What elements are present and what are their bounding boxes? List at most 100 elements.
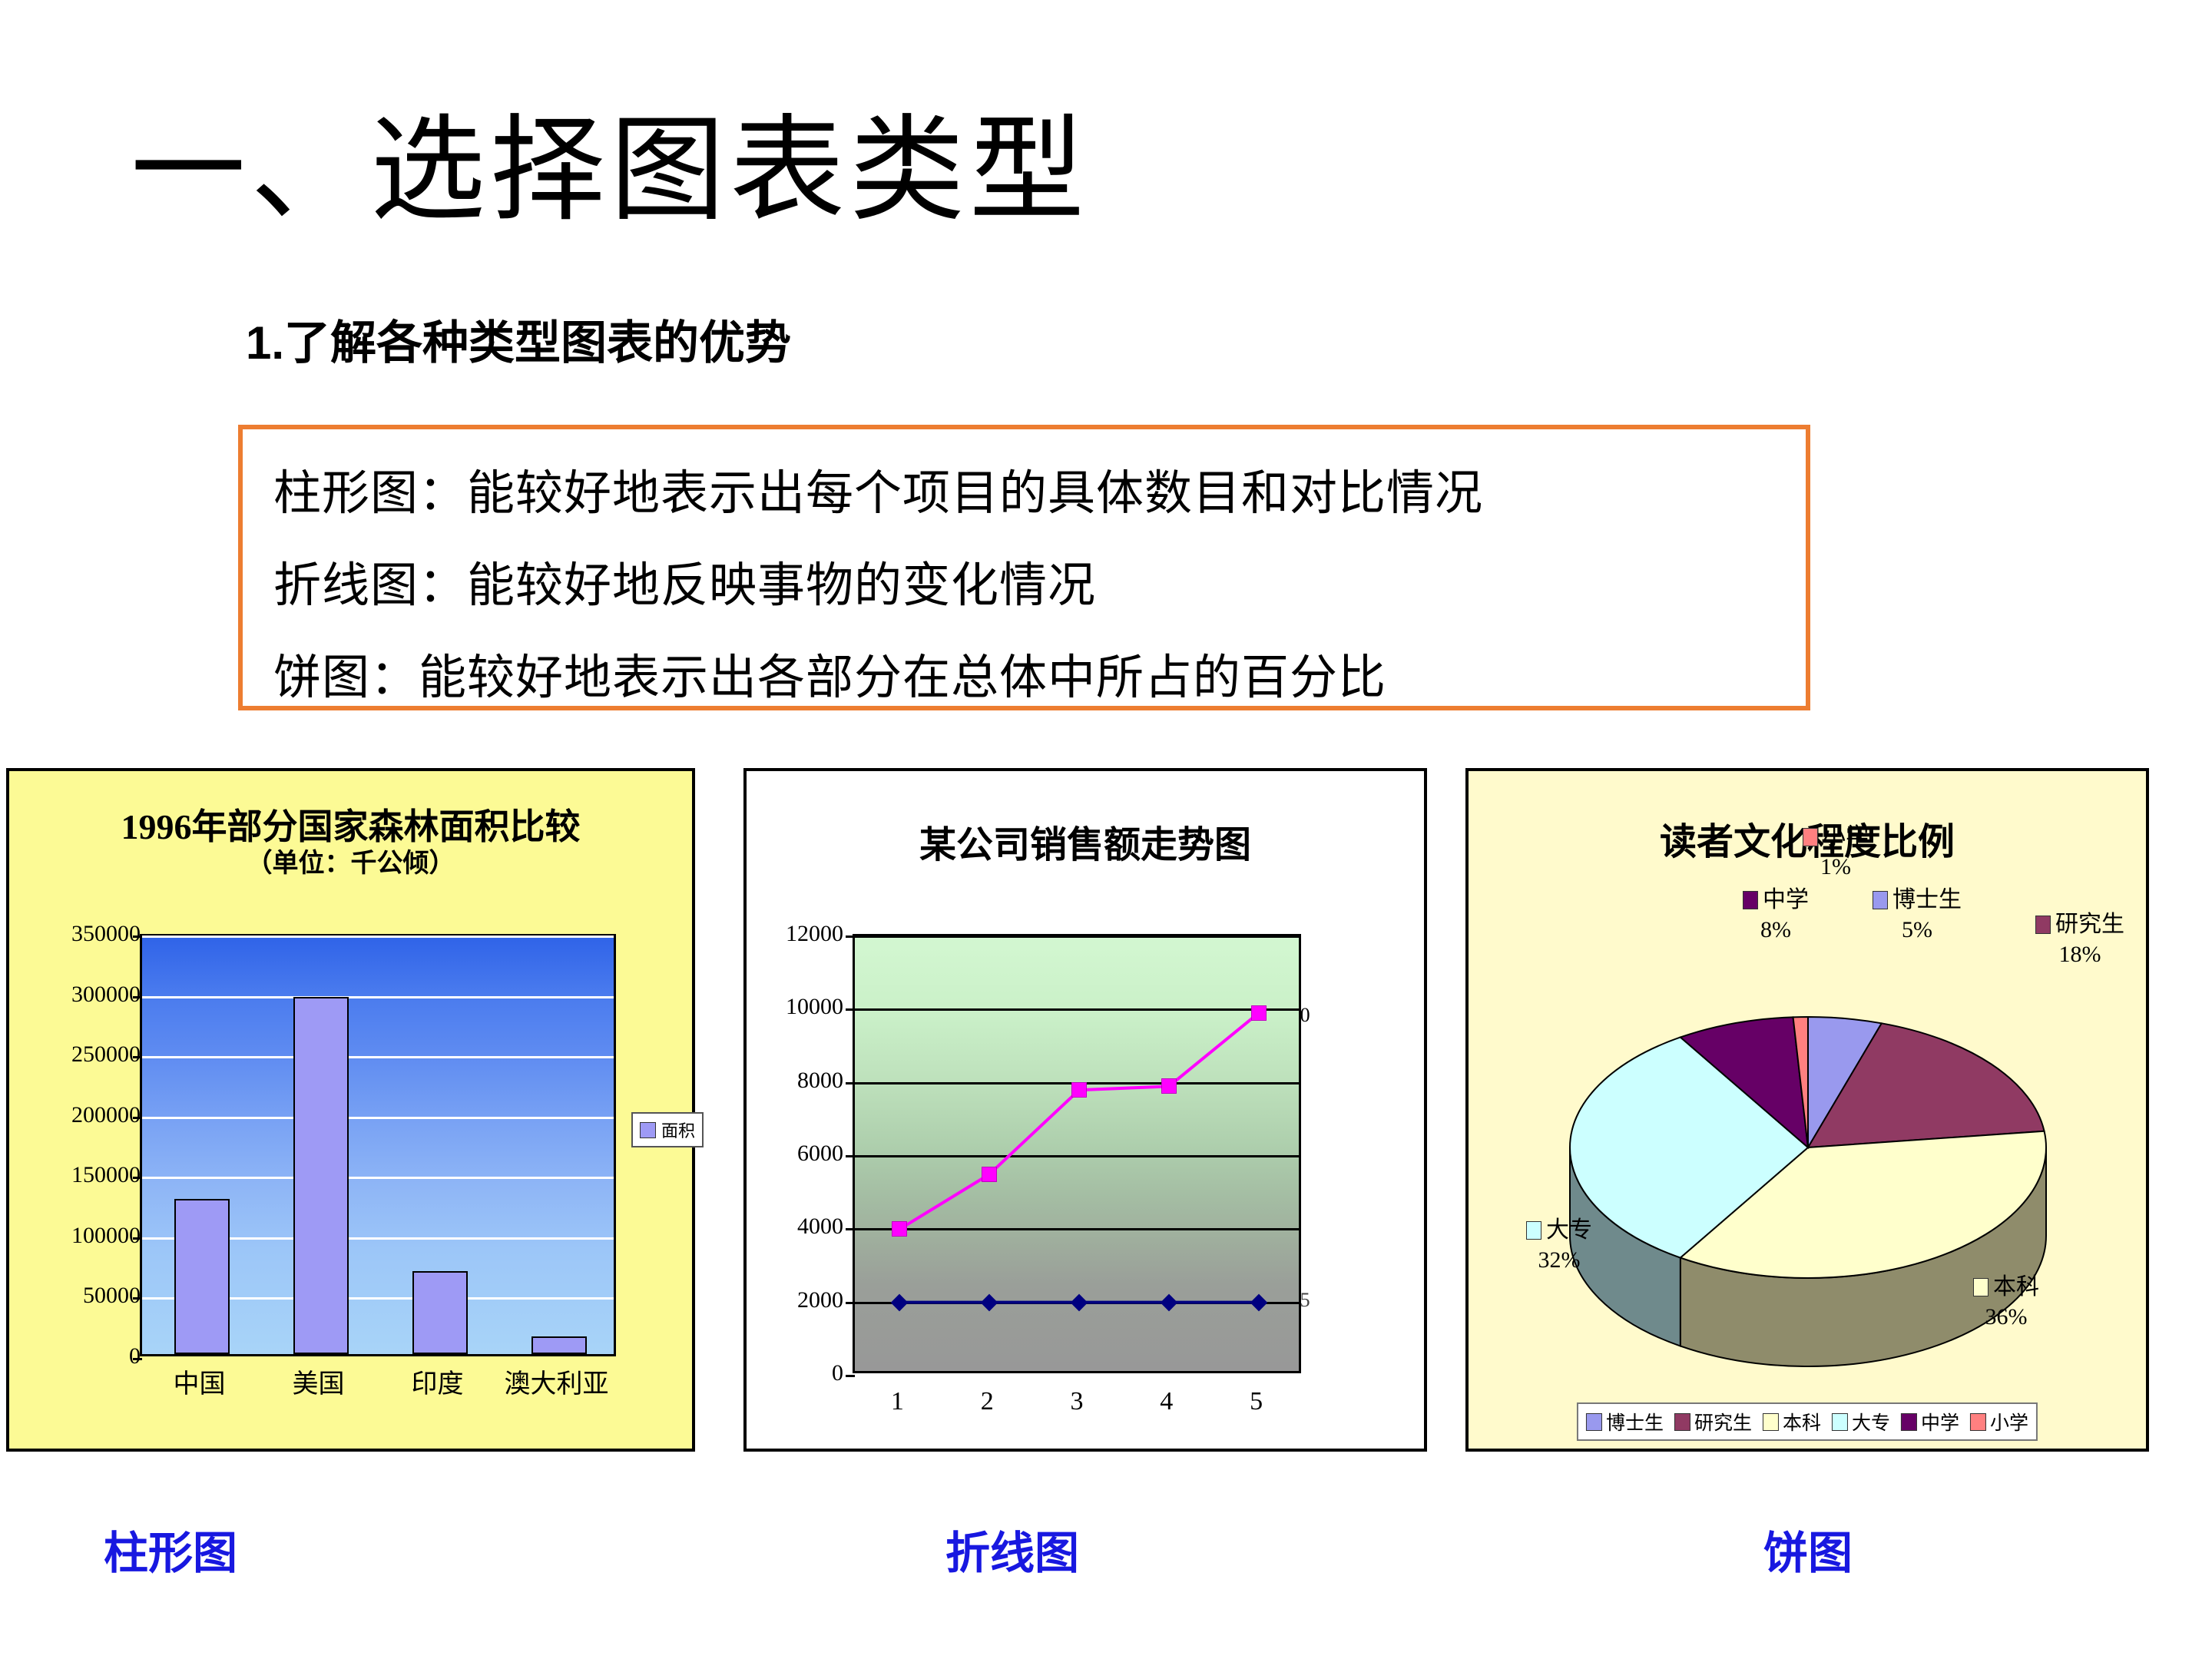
pie-slice (1792, 1015, 1809, 1148)
legend-swatch-icon (1762, 1412, 1779, 1431)
line-xtick-label: 3 (1070, 1387, 1084, 1416)
bar-axis-tick (133, 1116, 142, 1119)
bar-column (174, 1198, 230, 1354)
legend-swatch-icon (1832, 1412, 1848, 1431)
pie-slice-callout: 中学 8% (1743, 885, 1809, 945)
pie-slice-callout: 博士生 5% (1873, 885, 1962, 945)
pie-callout-percent: 8% (1760, 917, 1791, 942)
line-ytick-label: 4000 (797, 1214, 843, 1240)
pie-slice-callout: 研究生 18% (2035, 909, 2124, 969)
bar-axis-tick (133, 1297, 142, 1300)
line-axis-tick (846, 935, 855, 938)
bar-ytick-label: 200000 (71, 1101, 141, 1128)
pie-callout-percent: 36% (1985, 1304, 2028, 1330)
legend-swatch-icon (1585, 1412, 1602, 1431)
bar-category-label: 澳大利亚 (504, 1370, 609, 1399)
legend-swatch-icon (1901, 1412, 1918, 1431)
pie-legend-item: 本科 (1762, 1408, 1821, 1435)
callout-line-pie: 饼图：能较好地表示出各部分在总体中所占的百分比 (273, 652, 1387, 704)
bar-chart-plot-area (133, 934, 616, 1360)
pie-callout-label: 本科 (1993, 1274, 2039, 1300)
line-ytick-label: 10000 (786, 994, 843, 1020)
callout-line-bar: 柱形图：能较好地表示出每个项目的具体数目和对比情况 (273, 468, 1484, 520)
bar-gridline (142, 1116, 614, 1119)
line-axis-tick (846, 1375, 855, 1377)
line-axis-tick (846, 1008, 855, 1012)
bar-ytick-label: 350000 (71, 921, 141, 946)
line-ytick-label: 8000 (797, 1067, 843, 1093)
bar-legend-label: 面积 (661, 1121, 696, 1141)
line-xtick-label: 5 (1250, 1387, 1263, 1416)
page-title: 一、选择图表类型 (131, 108, 1090, 235)
pie-legend-label: 博士生 (1605, 1413, 1664, 1434)
bar-ytick-label: 50000 (83, 1283, 141, 1309)
line-gridline (855, 1008, 1299, 1012)
pie-legend-item: 中学 (1901, 1408, 1959, 1435)
pie-callout-percent: 1% (1820, 854, 1851, 879)
bar-category-label: 中国 (173, 1370, 226, 1399)
pie-callout-swatch-icon (1803, 827, 1818, 846)
pie-legend-label: 中学 (1921, 1413, 1960, 1434)
line-gridline (855, 1228, 1299, 1231)
legend-swatch-icon (1970, 1412, 1987, 1431)
pie-callout-swatch-icon (1873, 890, 1888, 909)
bar-ytick-label: 0 (129, 1343, 141, 1369)
pie-callout-label: 大专 (1546, 1217, 1592, 1243)
pie-callout-percent: 32% (1538, 1247, 1581, 1273)
line-point-marker-square (1250, 1005, 1267, 1022)
pie-callout-label: 博士生 (1892, 887, 1962, 912)
line-ytick-label: 2000 (797, 1286, 843, 1313)
bar-gridline (142, 1237, 614, 1240)
pie-callout-swatch-icon (2035, 915, 2051, 934)
pie-slice (1678, 1130, 2047, 1280)
line-point-marker-square (1071, 1082, 1087, 1098)
line-chart-title: 某公司销售额走势图 (919, 825, 1251, 866)
pie-slice-callout: 大专 32% (1526, 1215, 1592, 1275)
pie-callout-label: 小学 (1823, 824, 1869, 849)
legend-swatch-icon (640, 1121, 656, 1138)
caption-bar-chart: 柱形图 (103, 1528, 238, 1578)
line-axis-tick (846, 1228, 855, 1231)
bar-axis-tick (133, 1177, 142, 1180)
line-gridline (855, 1155, 1299, 1157)
bar-axis-tick (133, 1237, 142, 1240)
line-point-marker-square (982, 1166, 998, 1182)
bar-column (293, 996, 349, 1354)
line-series-path (899, 1012, 1260, 1231)
bar-gridline (142, 935, 614, 938)
bar-gridline (142, 1297, 614, 1300)
line-chart-panel: 某公司销售额走势图 0 2000 4000 6000 8000 10000 12000 1 2 3… (743, 768, 1427, 1452)
bar-axis-tick (133, 1056, 142, 1059)
line-gridline (855, 935, 1299, 938)
line-ytick-label: 12000 (786, 921, 843, 946)
pie-legend-label: 小学 (1990, 1413, 2029, 1434)
pie-callout-label: 研究生 (2055, 912, 2124, 937)
pie-callout-swatch-icon (1526, 1220, 1541, 1240)
caption-pie-chart: 饼图 (1763, 1528, 1853, 1578)
line-point-marker-square (1161, 1078, 1177, 1094)
bar-axis-tick (133, 995, 142, 998)
bar-column (412, 1271, 468, 1354)
pie-callout-swatch-icon (1973, 1277, 1988, 1296)
bar-gridline (142, 1177, 614, 1180)
pie-callout-label: 中学 (1763, 887, 1809, 912)
pie-slice (1806, 1022, 2045, 1149)
pie-slice-callout: 本科 36% (1973, 1272, 2039, 1332)
bar-category-label: 印度 (411, 1370, 464, 1399)
line-xtick-label: 4 (1160, 1387, 1174, 1416)
bar-gridline (142, 995, 614, 998)
line-ytick-label: 0 (832, 1360, 843, 1386)
pie-legend-item: 博士生 (1585, 1408, 1664, 1435)
bar-axis-tick (133, 1358, 142, 1360)
bar-chart-legend: 面积 (631, 1112, 704, 1147)
line-axis-tick (846, 1301, 855, 1304)
caption-line-chart: 折线图 (945, 1528, 1080, 1578)
line-ytick-label: 6000 (797, 1141, 843, 1166)
bar-ytick-label: 250000 (71, 1041, 141, 1068)
bar-gridline (142, 1056, 614, 1059)
callout-line-line: 折线图：能较好地反映事物的变化情况 (273, 560, 1097, 612)
pie-legend-label: 大专 (1852, 1413, 1891, 1434)
line-axis-tick (846, 1155, 855, 1157)
